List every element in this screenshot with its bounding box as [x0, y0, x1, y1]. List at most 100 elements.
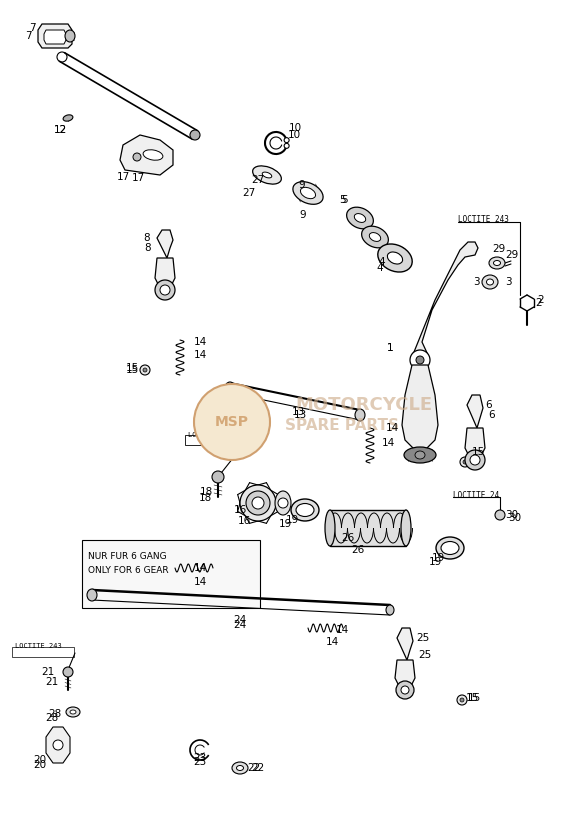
- Text: 3: 3: [473, 277, 479, 287]
- Text: 14: 14: [336, 625, 349, 635]
- Text: 17: 17: [116, 172, 130, 182]
- Ellipse shape: [354, 213, 365, 222]
- Text: 20: 20: [33, 755, 47, 765]
- Polygon shape: [465, 428, 485, 458]
- Ellipse shape: [301, 187, 315, 199]
- Text: 19: 19: [431, 553, 444, 563]
- Text: 30: 30: [508, 513, 522, 523]
- Text: 14: 14: [381, 438, 395, 448]
- Text: 29: 29: [492, 244, 505, 254]
- Text: 23: 23: [193, 753, 206, 763]
- Polygon shape: [402, 365, 438, 450]
- Ellipse shape: [87, 589, 97, 601]
- Text: 2: 2: [536, 298, 543, 308]
- Text: 24: 24: [233, 615, 246, 625]
- Ellipse shape: [275, 491, 291, 515]
- Text: 9: 9: [299, 180, 305, 190]
- Ellipse shape: [296, 504, 314, 517]
- Text: 15: 15: [472, 447, 484, 457]
- Text: 8: 8: [145, 243, 151, 253]
- Circle shape: [396, 681, 414, 699]
- Text: 19: 19: [279, 519, 292, 529]
- Circle shape: [212, 471, 224, 483]
- Text: 30: 30: [505, 510, 518, 520]
- Ellipse shape: [362, 226, 389, 247]
- Ellipse shape: [293, 182, 323, 204]
- Text: 15: 15: [465, 693, 479, 703]
- Polygon shape: [38, 24, 72, 48]
- Text: 26: 26: [351, 545, 364, 555]
- Text: 22: 22: [252, 763, 265, 773]
- Circle shape: [284, 143, 289, 148]
- Text: 18: 18: [199, 493, 212, 503]
- Circle shape: [410, 350, 430, 370]
- Ellipse shape: [291, 499, 319, 521]
- Text: 18: 18: [200, 487, 213, 497]
- Circle shape: [284, 138, 289, 142]
- Circle shape: [460, 698, 464, 702]
- Text: 26: 26: [341, 533, 355, 543]
- Ellipse shape: [63, 115, 73, 121]
- Text: 15: 15: [125, 365, 139, 375]
- Text: 14: 14: [385, 423, 399, 433]
- Ellipse shape: [441, 541, 459, 554]
- Text: LOCTITE 243: LOCTITE 243: [458, 215, 509, 224]
- Text: 13: 13: [292, 407, 305, 417]
- Circle shape: [460, 457, 470, 467]
- Circle shape: [401, 686, 409, 694]
- Polygon shape: [395, 660, 415, 688]
- Polygon shape: [44, 30, 66, 44]
- Circle shape: [278, 498, 288, 508]
- Ellipse shape: [404, 447, 436, 463]
- Circle shape: [160, 285, 170, 295]
- Ellipse shape: [253, 166, 281, 184]
- Ellipse shape: [487, 279, 494, 285]
- Text: 20: 20: [33, 760, 47, 770]
- Polygon shape: [467, 395, 483, 428]
- Circle shape: [133, 153, 141, 161]
- Text: 6: 6: [486, 400, 492, 410]
- Text: MOTORCYCLE: MOTORCYCLE: [295, 396, 432, 414]
- Text: 14: 14: [193, 350, 206, 360]
- Text: 10: 10: [288, 130, 301, 140]
- Bar: [185, 435, 245, 445]
- Circle shape: [457, 695, 467, 705]
- Text: 21: 21: [41, 667, 55, 677]
- Text: 14: 14: [193, 563, 206, 573]
- Text: 21: 21: [45, 677, 59, 687]
- Ellipse shape: [386, 605, 394, 615]
- Circle shape: [246, 491, 270, 515]
- Ellipse shape: [325, 510, 335, 546]
- Ellipse shape: [225, 382, 235, 394]
- Text: 15: 15: [468, 450, 482, 460]
- Text: 7: 7: [25, 31, 32, 41]
- Ellipse shape: [494, 260, 500, 265]
- Text: 17: 17: [131, 173, 144, 183]
- Circle shape: [470, 455, 480, 465]
- Text: 25: 25: [418, 650, 431, 660]
- Text: 14: 14: [193, 577, 206, 587]
- Circle shape: [240, 485, 276, 521]
- Circle shape: [194, 384, 270, 460]
- Circle shape: [155, 280, 175, 300]
- Text: 28: 28: [45, 713, 59, 723]
- Polygon shape: [397, 628, 413, 660]
- Circle shape: [416, 356, 424, 364]
- Text: 24: 24: [233, 620, 246, 630]
- Circle shape: [495, 510, 505, 520]
- Ellipse shape: [415, 451, 425, 459]
- Text: 19: 19: [429, 557, 442, 567]
- Text: 9: 9: [299, 210, 306, 220]
- Text: 12: 12: [54, 125, 67, 135]
- Text: 1: 1: [387, 343, 393, 353]
- Circle shape: [463, 460, 467, 464]
- Ellipse shape: [70, 710, 76, 714]
- Text: 29: 29: [505, 250, 519, 260]
- Text: 22: 22: [248, 763, 261, 773]
- Ellipse shape: [436, 537, 464, 559]
- Text: SPARE PARTS: SPARE PARTS: [285, 418, 399, 432]
- Ellipse shape: [369, 233, 381, 242]
- Text: 14: 14: [193, 337, 206, 347]
- Text: 19: 19: [285, 515, 298, 525]
- Polygon shape: [46, 727, 70, 763]
